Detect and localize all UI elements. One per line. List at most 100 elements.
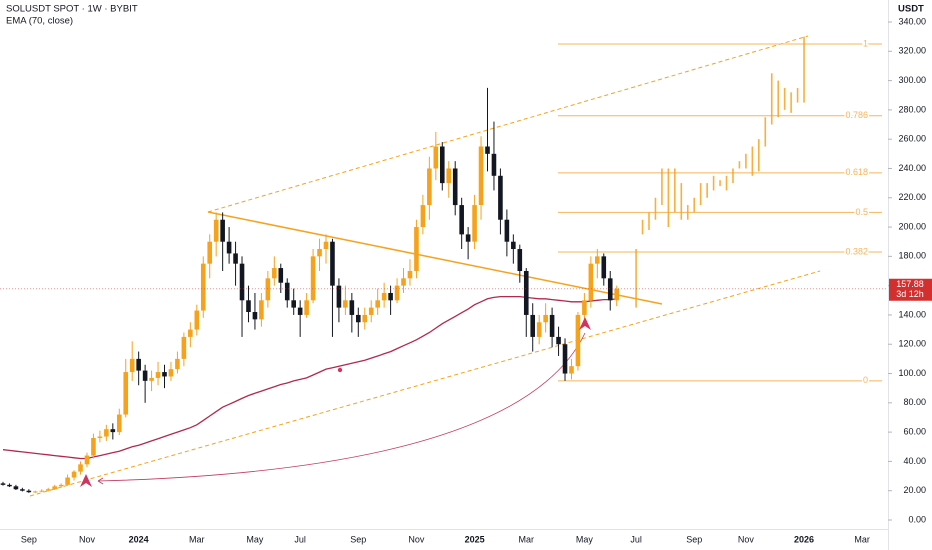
- candle-body: [291, 300, 296, 308]
- candle-body: [259, 300, 264, 320]
- candle-body: [110, 429, 116, 433]
- candle-body: [226, 241, 232, 254]
- y-tick-label: 200.00: [898, 221, 926, 231]
- candle-body: [498, 175, 503, 220]
- candle-body: [536, 322, 542, 337]
- candle-body: [478, 146, 484, 206]
- candle-body: [452, 168, 458, 206]
- candle-body: [168, 369, 174, 377]
- candle-body: [149, 377, 154, 381]
- candle-body: [401, 278, 406, 286]
- x-tick-label: Sep: [21, 534, 37, 544]
- candle-body: [562, 344, 568, 374]
- candle-body: [407, 271, 413, 279]
- candle-body: [310, 256, 316, 301]
- candle-body: [129, 358, 135, 373]
- candle-body: [317, 249, 322, 257]
- candle-body: [459, 205, 464, 235]
- candle-body: [446, 168, 452, 184]
- candle-body: [588, 263, 594, 301]
- y-tick-label: 120.00: [898, 339, 926, 349]
- candle-body: [162, 372, 167, 377]
- x-tick-label: Nov: [738, 534, 755, 544]
- candle-body: [194, 310, 200, 330]
- y-tick-label: 320.00: [898, 46, 926, 56]
- x-tick-label: Nov: [408, 534, 425, 544]
- y-tick-label: 340.00: [898, 16, 926, 26]
- candle-body: [297, 307, 303, 315]
- candle-body: [278, 268, 284, 283]
- y-tick-label: 140.00: [898, 309, 926, 319]
- channel-bottom: [29, 270, 821, 497]
- candle-body: [349, 300, 355, 315]
- y-tick-label: 60.00: [903, 426, 926, 436]
- candle-body: [213, 219, 219, 242]
- candle-body: [136, 358, 141, 371]
- y-tick-label: 40.00: [903, 456, 926, 466]
- marker-dot: [337, 367, 343, 373]
- candle-body: [523, 271, 529, 315]
- x-tick-label: Mar: [189, 534, 205, 544]
- last-price-label: 157.88: [896, 279, 924, 289]
- fib-label: 0.5: [855, 207, 868, 217]
- candle-body: [284, 282, 290, 301]
- candle-body: [239, 263, 245, 301]
- candle-body: [569, 366, 574, 374]
- candle-body: [375, 300, 380, 308]
- signal-icon: [579, 317, 591, 330]
- candle-body: [575, 314, 581, 367]
- symbol-title: SOLUSDT SPOT · 1W · BYBIT: [6, 4, 138, 15]
- countdown-label: 3d 12h: [896, 289, 924, 299]
- x-tick-label: 2025: [465, 534, 485, 544]
- x-tick-label: Nov: [79, 534, 96, 544]
- fib-label: 0.618: [845, 167, 868, 177]
- candle-body: [323, 241, 329, 250]
- candle-body: [472, 205, 477, 242]
- candle-body: [614, 288, 619, 301]
- y-tick-label: 280.00: [898, 104, 926, 114]
- candle-body: [246, 300, 251, 313]
- candle-body: [84, 455, 90, 465]
- x-tick-label: Sep: [350, 534, 366, 544]
- y-tick-label: 100.00: [898, 368, 926, 378]
- candle-body: [517, 249, 523, 271]
- candle-body: [71, 471, 77, 478]
- x-tick-label: May: [576, 534, 594, 544]
- candle-body: [45, 489, 51, 491]
- candle-body: [188, 329, 193, 337]
- indicator-label: EMA (70, close): [6, 16, 73, 27]
- candle-body: [272, 268, 277, 279]
- candle-body: [104, 429, 109, 437]
- candle-body: [91, 437, 96, 456]
- candle-body: [7, 484, 12, 487]
- candle-body: [155, 372, 161, 378]
- candle-body: [175, 358, 180, 370]
- candle-body: [142, 370, 148, 381]
- candle-body: [20, 489, 25, 491]
- candle-body: [0, 483, 6, 485]
- candle-body: [439, 146, 445, 184]
- candle-body: [58, 484, 64, 487]
- candle-body: [330, 241, 335, 286]
- x-tick-label: 2026: [794, 534, 814, 544]
- candle-body: [543, 314, 548, 323]
- x-tick-label: May: [246, 534, 264, 544]
- candle-body: [52, 486, 57, 490]
- signal-icon: [80, 474, 92, 487]
- candle-body: [97, 436, 103, 438]
- x-tick-label: Mar: [854, 534, 870, 544]
- y-tick-label: 240.00: [898, 163, 926, 173]
- candle-body: [582, 300, 587, 315]
- ema-line: [2, 295, 617, 460]
- candle-body: [491, 153, 497, 176]
- candle-body: [123, 372, 129, 415]
- y-tick-label: 260.00: [898, 134, 926, 144]
- candle-body: [26, 490, 32, 493]
- candle-body: [207, 241, 213, 264]
- x-tick-label: Mar: [519, 534, 535, 544]
- candle-body: [13, 486, 19, 490]
- fib-label: 0: [863, 375, 868, 385]
